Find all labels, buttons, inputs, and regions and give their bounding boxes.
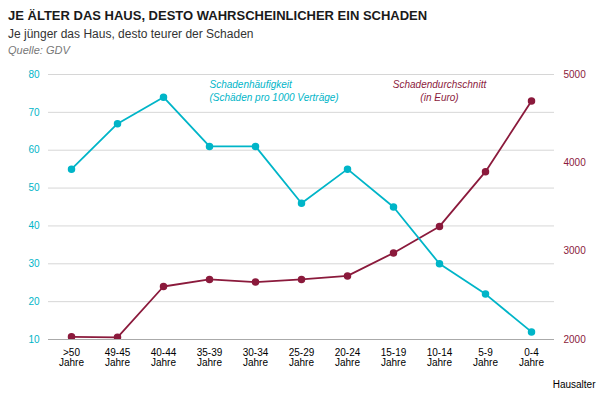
svg-text:40-44Jahre: 40-44Jahre [151,347,177,368]
svg-text:10-14Jahre: 10-14Jahre [427,347,453,368]
svg-text:49-45Jahre: 49-45Jahre [105,347,131,368]
svg-text:20: 20 [28,296,40,307]
svg-text:5000: 5000 [564,69,587,80]
svg-text:>50Jahre: >50Jahre [59,347,84,368]
svg-text:30: 30 [28,258,40,269]
svg-text:50: 50 [28,182,40,193]
svg-text:3000: 3000 [564,245,587,256]
svg-text:10: 10 [28,334,40,345]
svg-text:70: 70 [28,107,40,118]
svg-text:40: 40 [28,220,40,231]
svg-text:4000: 4000 [564,157,587,168]
svg-text:30-34Jahre: 30-34Jahre [243,347,269,368]
svg-text:25-29Jahre: 25-29Jahre [289,347,315,368]
svg-text:0-4Jahre: 0-4Jahre [519,347,544,368]
html-text:Quelle: GDV: Quelle: GDV [8,44,70,56]
svg-text:60: 60 [28,144,40,155]
svg-text:5-9Jahre: 5-9Jahre [473,347,498,368]
svg-text:Schadendurchschnitt(in Euro): Schadendurchschnitt(in Euro) [393,79,488,103]
html-text:JE ÄLTER DAS HAUS, DESTO WAHRS: JE ÄLTER DAS HAUS, DESTO WAHRSCHEINLICHE… [8,8,428,23]
html-text:Je jünger das Haus, desto teur: Je jünger das Haus, desto teurer der Sch… [8,27,254,41]
svg-text:20-24Jahre: 20-24Jahre [335,347,361,368]
svg-text:Hausalter: Hausalter [553,379,596,390]
svg-text:35-39Jahre: 35-39Jahre [197,347,223,368]
svg-text:2000: 2000 [564,334,587,345]
svg-text:Schadenhäufigkeit(Schäden pro: Schadenhäufigkeit(Schäden pro 1000 Vertr… [210,79,339,103]
svg-text:15-19Jahre: 15-19Jahre [381,347,407,368]
svg-text:80: 80 [28,69,40,80]
